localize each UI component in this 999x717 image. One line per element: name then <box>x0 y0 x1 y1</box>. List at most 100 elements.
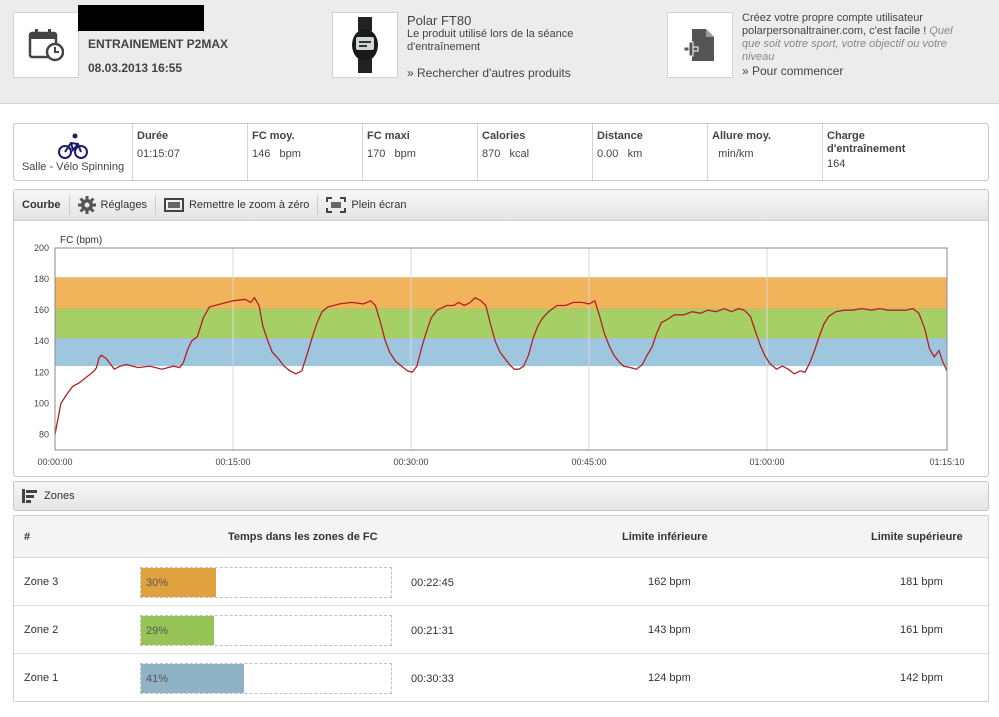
cycling-icon <box>58 133 88 159</box>
reset-zoom-label: Remettre le zoom à zéro <box>188 199 310 211</box>
stat-value: 146 bpm <box>252 148 301 160</box>
zone-name: Zone 1 <box>24 672 59 684</box>
stat-calories: Calories 870 kcal <box>477 124 592 180</box>
y-tick-label: 80 <box>39 429 49 439</box>
stat-label: Charge d'entraînement <box>827 130 906 155</box>
zone-band <box>55 277 947 309</box>
zone-upper-limit: 181 bpm <box>900 576 943 588</box>
stat-max-hr: FC maxi 170 bpm <box>362 124 477 180</box>
promo-text-block: Créez votre propre compte utilisateur po… <box>742 12 962 64</box>
gear-icon <box>77 196 96 214</box>
y-tick-label: 160 <box>34 305 49 315</box>
x-tick-label: 01:15:10 <box>929 457 964 467</box>
zones-table-body: Zone 3 30% 00:22:45 162 bpm 181 bpm Zone 2 29%… <box>14 558 988 702</box>
stat-label: Distance <box>597 130 643 142</box>
zone-lower-limit: 162 bpm <box>648 576 691 588</box>
x-tick-label: 00:15:00 <box>215 457 250 467</box>
promo-text: Créez votre propre compte utilisateur po… <box>742 12 927 37</box>
curve-tab[interactable]: Courbe <box>14 195 69 215</box>
sport-cell: Salle - Vélo Spinning <box>14 124 132 180</box>
zone-bar-fill: 29% <box>141 616 214 645</box>
zone-name: Zone 3 <box>24 576 59 588</box>
zones-table-header: # Temps dans les zones de FC Limite infé… <box>14 516 988 558</box>
session-stats-bar: Salle - Vélo Spinning Durée 01:15:07 FC m… <box>13 123 989 181</box>
zone-band <box>55 338 947 367</box>
stat-distance: Distance 0.00 km <box>592 124 707 180</box>
stat-value: 0.00 km <box>597 148 643 160</box>
calendar-icon <box>28 29 64 62</box>
header: ENTRAINEMENT P2MAX 08.03.2013 16:55 Pola… <box>0 0 999 104</box>
session-date: 08.03.2013 16:55 <box>88 61 183 75</box>
product-description: Le produit utilisé lors de la séance d'e… <box>407 28 574 53</box>
stat-label: Calories <box>482 130 526 142</box>
zoom-reset-icon <box>163 198 184 212</box>
y-tick-label: 180 <box>34 274 49 284</box>
x-tick-label: 01:00:00 <box>749 457 784 467</box>
get-started-link[interactable]: » Pour commencer <box>742 64 844 78</box>
y-axis-label: FC (bpm) <box>60 235 102 246</box>
col-number: # <box>24 531 31 543</box>
settings-label: Réglages <box>100 199 147 211</box>
table-row: Zone 1 41% 00:30:33 124 bpm 142 bpm <box>14 654 988 702</box>
x-tick-label: 00:45:00 <box>571 457 606 467</box>
stat-avg-pace: Allure moy. min/km <box>707 124 822 180</box>
y-tick-label: 100 <box>34 398 49 408</box>
stat-value: 01:15:07 <box>137 148 180 160</box>
curve-label: Courbe <box>22 199 61 211</box>
reset-zoom-button[interactable]: Remettre le zoom à zéro <box>154 195 317 215</box>
zone-time: 00:22:45 <box>411 577 454 589</box>
chart-panel: Courbe Réglages Remettre le zoom à zéro … <box>13 189 989 477</box>
stat-label: Allure moy. <box>712 130 772 142</box>
col-upper-limit: Limite supérieure <box>871 531 963 543</box>
fullscreen-icon <box>326 197 347 213</box>
add-document-icon <box>683 29 714 61</box>
zone-bar-track: 30% <box>140 567 392 598</box>
zone-time: 00:30:33 <box>411 673 454 685</box>
sport-label: Salle - Vélo Spinning <box>21 161 125 173</box>
search-products-link[interactable]: » Rechercher d'autres produits <box>407 66 571 80</box>
x-tick-label: 00:30:00 <box>393 457 428 467</box>
zone-lower-limit: 124 bpm <box>648 672 691 684</box>
plot-border <box>54 247 948 451</box>
stat-value: 870 kcal <box>482 148 530 160</box>
zones-toolbar: Zones <box>13 481 989 511</box>
zone-bar-fill: 30% <box>141 568 216 597</box>
table-row: Zone 2 29% 00:21:31 143 bpm 161 bpm <box>14 606 988 654</box>
zone-upper-limit: 161 bpm <box>900 624 943 636</box>
y-tick-label: 200 <box>34 243 49 253</box>
calendar-icon-box <box>13 12 79 78</box>
table-row: Zone 3 30% 00:22:45 162 bpm 181 bpm <box>14 558 988 606</box>
zones-table: # Temps dans les zones de FC Limite infé… <box>13 515 989 702</box>
zones-tab[interactable]: Zones <box>44 490 75 502</box>
col-time-in-zone: Temps dans les zones de FC <box>228 531 378 543</box>
stat-avg-hr: FC moy. 146 bpm <box>247 124 362 180</box>
stat-label: FC moy. <box>252 130 295 142</box>
zone-bar-track: 29% <box>140 615 392 646</box>
fullscreen-button[interactable]: Plein écran <box>317 195 414 215</box>
zone-upper-limit: 142 bpm <box>900 672 943 684</box>
redacted-username <box>78 5 204 31</box>
col-lower-limit: Limite inférieure <box>622 531 708 543</box>
zone-time: 00:21:31 <box>411 625 454 637</box>
session-title: ENTRAINEMENT P2MAX <box>88 37 229 51</box>
zone-lower-limit: 143 bpm <box>648 624 691 636</box>
heart-rate-line <box>54 296 948 435</box>
zone-name: Zone 2 <box>24 624 59 636</box>
bar-chart-icon <box>22 489 37 503</box>
watch-icon <box>352 17 378 73</box>
stat-label: FC maxi <box>367 130 410 142</box>
zone-band <box>55 308 947 339</box>
stat-duration: Durée 01:15:07 <box>132 124 247 180</box>
stat-value: min/km <box>712 148 754 160</box>
zone-bar-track: 41% <box>140 663 392 694</box>
stat-training-load: Charge d'entraînement 164 <box>822 124 937 180</box>
stat-label: Durée <box>137 130 169 142</box>
chart-toolbar: Courbe Réglages Remettre le zoom à zéro … <box>14 190 988 221</box>
zone-bar-fill: 41% <box>141 664 244 693</box>
watch-image-box <box>332 12 398 78</box>
stat-value: 170 bpm <box>367 148 416 160</box>
product-name: Polar FT80 <box>407 13 472 28</box>
settings-button[interactable]: Réglages <box>68 195 155 215</box>
y-tick-label: 120 <box>34 367 49 377</box>
promo-italic-text: Quel que soit votre sport, votre objecti… <box>742 25 953 63</box>
